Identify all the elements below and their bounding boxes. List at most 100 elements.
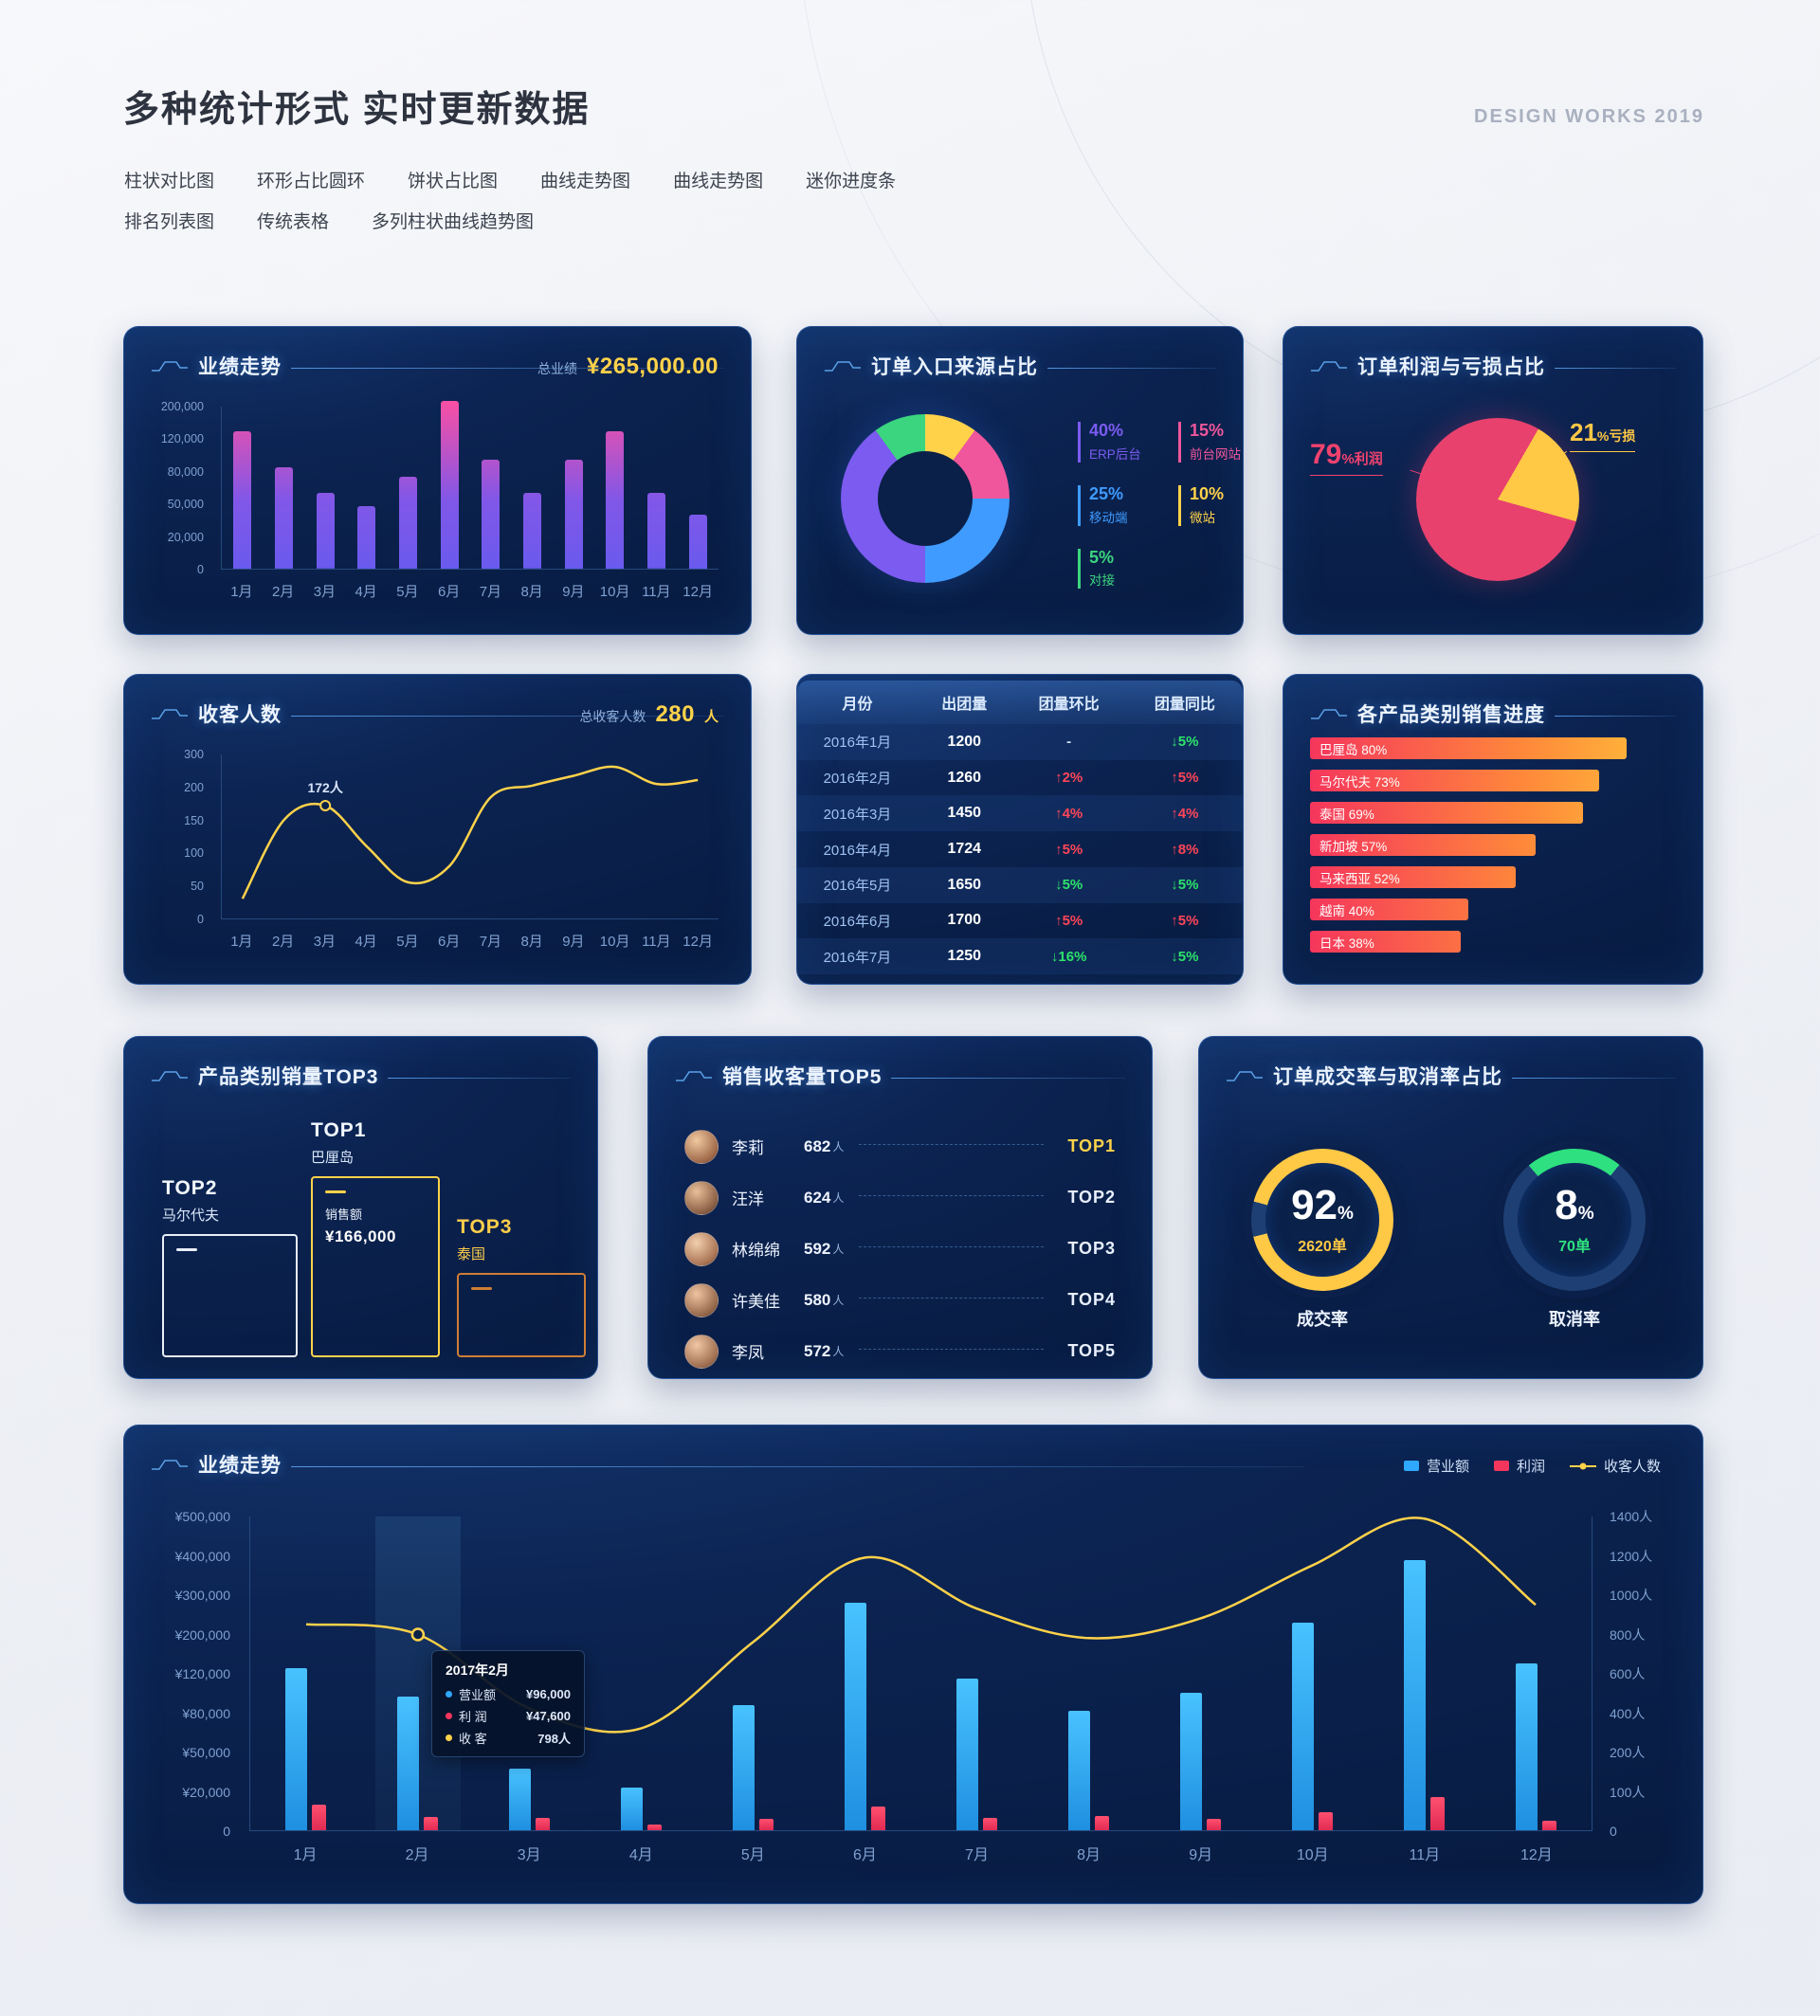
bar-8月[interactable] xyxy=(522,493,541,569)
legend-item[interactable]: 40% ERP后台 xyxy=(1078,421,1173,463)
profit-loss-pie-chart[interactable] xyxy=(1416,418,1579,581)
legend-item[interactable]: 15% 前台网站 xyxy=(1178,421,1273,463)
top5-row[interactable]: 汪洋 624 人 TOP2 xyxy=(684,1177,1116,1218)
legend-item[interactable]: 10% 微站 xyxy=(1178,484,1273,526)
progress-bar-越南[interactable]: 越南 40% xyxy=(1310,899,1468,920)
legend-item[interactable]: 25% 移动端 xyxy=(1078,484,1173,526)
cell-yoy: ↓5% xyxy=(1171,948,1199,965)
table-header-row: 月份 出团量 团量环比 团量同比 xyxy=(797,681,1243,724)
bar-7月[interactable] xyxy=(482,459,500,569)
revenue-bar[interactable] xyxy=(845,1603,867,1830)
progress-row: 日本 38% xyxy=(1310,931,1680,953)
profit-bar[interactable] xyxy=(1318,1812,1333,1830)
legend-item[interactable]: 收客人数 xyxy=(1569,1456,1661,1476)
progress-bar-日本[interactable]: 日本 38% xyxy=(1310,931,1461,953)
profit-bar[interactable] xyxy=(1094,1815,1109,1830)
top3-item-rank3[interactable]: TOP3 泰国 xyxy=(453,1216,586,1357)
revenue-bar[interactable] xyxy=(733,1704,755,1830)
progress-bar-泰国[interactable]: 泰国 69% xyxy=(1310,802,1583,824)
cell-month: 2016年4月 xyxy=(823,842,892,859)
axis-tick-label: 1200人 xyxy=(1610,1548,1653,1564)
revenue-bar[interactable] xyxy=(956,1678,978,1830)
gauge-cancel-rate[interactable]: 8% 70单 xyxy=(1503,1149,1646,1291)
top5-row[interactable]: 李凤 572 人 TOP5 xyxy=(684,1331,1116,1371)
profit-bar[interactable] xyxy=(1206,1818,1221,1830)
order-source-donut-chart[interactable] xyxy=(841,414,1010,583)
header-deco-icon xyxy=(1311,361,1347,372)
x-tick-label: 12月 xyxy=(1520,1847,1553,1863)
total-value: ¥265,000.00 xyxy=(587,354,719,379)
table-row[interactable]: 2016年4月 1724 ↑5% ↑8% xyxy=(797,831,1243,867)
progress-bar-马来西亚[interactable]: 马来西亚 52% xyxy=(1310,866,1516,888)
revenue-bar[interactable] xyxy=(1403,1559,1426,1830)
bar-5月[interactable] xyxy=(398,477,417,569)
bar-3月[interactable] xyxy=(316,493,335,569)
cell-mom: - xyxy=(1066,734,1072,751)
total-unit: 人 xyxy=(703,709,719,725)
panel-category-progress: 各产品类别销售进度 巴厘岛 80% 马尔代夫 73% 泰国 69% 新加坡 57% 马来… xyxy=(1283,674,1703,985)
table-row[interactable]: 2016年7月 1250 ↓16% ↓5% xyxy=(797,938,1243,975)
header-line xyxy=(291,709,724,718)
table-row[interactable]: 2016年1月 1200 - ↓5% xyxy=(797,724,1243,760)
axis-tick-label: 50,000 xyxy=(167,498,204,512)
progress-bar-巴厘岛[interactable]: 巴厘岛 80% xyxy=(1310,737,1627,759)
profit-bar[interactable] xyxy=(312,1805,327,1830)
revenue-bar[interactable] xyxy=(1291,1622,1314,1830)
revenue-bar[interactable] xyxy=(397,1697,420,1830)
profit-bar[interactable] xyxy=(424,1816,439,1830)
profit-bar[interactable] xyxy=(536,1817,551,1830)
revenue-bar[interactable] xyxy=(1067,1710,1090,1830)
bar-1月[interactable] xyxy=(233,430,252,569)
x-tick-label: 9月 xyxy=(1189,1847,1213,1863)
x-tick-label: 6月 xyxy=(852,1847,877,1863)
bar-9月[interactable] xyxy=(564,459,583,569)
rank-label: TOP3 xyxy=(457,1216,513,1238)
profit-bar[interactable] xyxy=(871,1807,886,1830)
progress-bar-新加坡[interactable]: 新加坡 57% xyxy=(1310,834,1536,856)
revenue-bar[interactable] xyxy=(1515,1663,1538,1830)
panel-header: 业绩走势 xyxy=(151,352,724,380)
revenue-bar[interactable] xyxy=(621,1787,644,1830)
loss-underline xyxy=(1570,451,1636,452)
bar-4月[interactable] xyxy=(357,505,376,569)
panel-title: 业绩走势 xyxy=(198,356,282,378)
bar-10月[interactable] xyxy=(606,430,625,569)
axis-tick-label: 800人 xyxy=(1610,1626,1646,1643)
panel-title: 订单利润与亏损占比 xyxy=(1357,356,1545,378)
table-row[interactable]: 2016年6月 1700 ↑5% ↑5% xyxy=(797,903,1243,939)
top5-row[interactable]: 许美佳 580 人 TOP4 xyxy=(684,1280,1116,1320)
revenue-bar[interactable] xyxy=(509,1769,532,1830)
top3-item-rank1[interactable]: TOP1 巴厘岛 销售额 ¥166,000 xyxy=(307,1119,440,1357)
profit-bar[interactable] xyxy=(1541,1820,1556,1830)
bar-11月[interactable] xyxy=(646,493,665,569)
bar-2月[interactable] xyxy=(274,467,293,569)
top3-item-rank2[interactable]: TOP2 马尔代夫 xyxy=(158,1177,298,1357)
table-row[interactable]: 2016年2月 1260 ↑2% ↑5% xyxy=(797,760,1243,796)
legend-item[interactable]: 营业额 xyxy=(1403,1456,1469,1476)
gauge-deal-rate[interactable]: 92% 2620单 xyxy=(1251,1149,1393,1291)
legend-item[interactable]: 利润 xyxy=(1493,1456,1545,1476)
table-row[interactable]: 2016年3月 1450 ↑4% ↑4% xyxy=(797,795,1243,832)
legend-item[interactable]: 5% 对接 xyxy=(1078,548,1173,590)
top5-row[interactable]: 李莉 682 人 TOP1 xyxy=(684,1126,1116,1167)
profit-bar[interactable] xyxy=(759,1818,774,1830)
leader-dots xyxy=(859,1195,1044,1196)
bar-6月[interactable] xyxy=(440,400,459,569)
chart-type-tag: 多列柱状曲线趋势图 xyxy=(372,212,535,232)
cell-month: 2016年5月 xyxy=(823,878,892,895)
profit-bar[interactable] xyxy=(1429,1796,1445,1830)
progress-bar-马尔代夫[interactable]: 马尔代夫 73% xyxy=(1310,770,1599,791)
bar-12月[interactable] xyxy=(688,515,707,569)
top5-row[interactable]: 林绵绵 592 人 TOP3 xyxy=(684,1228,1116,1269)
profit-bar[interactable] xyxy=(647,1824,663,1830)
watermark: DESIGN WORKS 2019 xyxy=(1474,106,1704,127)
table-body: 2016年1月 1200 - ↓5% 2016年2月 1260 ↑2% ↑5% 2016年3月 1… xyxy=(797,724,1243,975)
bar-group-12月 xyxy=(1480,1663,1592,1830)
panel-header: 销售收客量TOP5 xyxy=(675,1062,1125,1090)
table-row[interactable]: 2016年5月 1650 ↓5% ↓5% xyxy=(797,866,1243,903)
rank-label: TOP1 xyxy=(1067,1136,1116,1155)
x-tick-label: 1月 xyxy=(230,933,253,950)
profit-bar[interactable] xyxy=(982,1817,997,1830)
revenue-bar[interactable] xyxy=(1179,1693,1202,1830)
revenue-bar[interactable] xyxy=(285,1668,308,1830)
